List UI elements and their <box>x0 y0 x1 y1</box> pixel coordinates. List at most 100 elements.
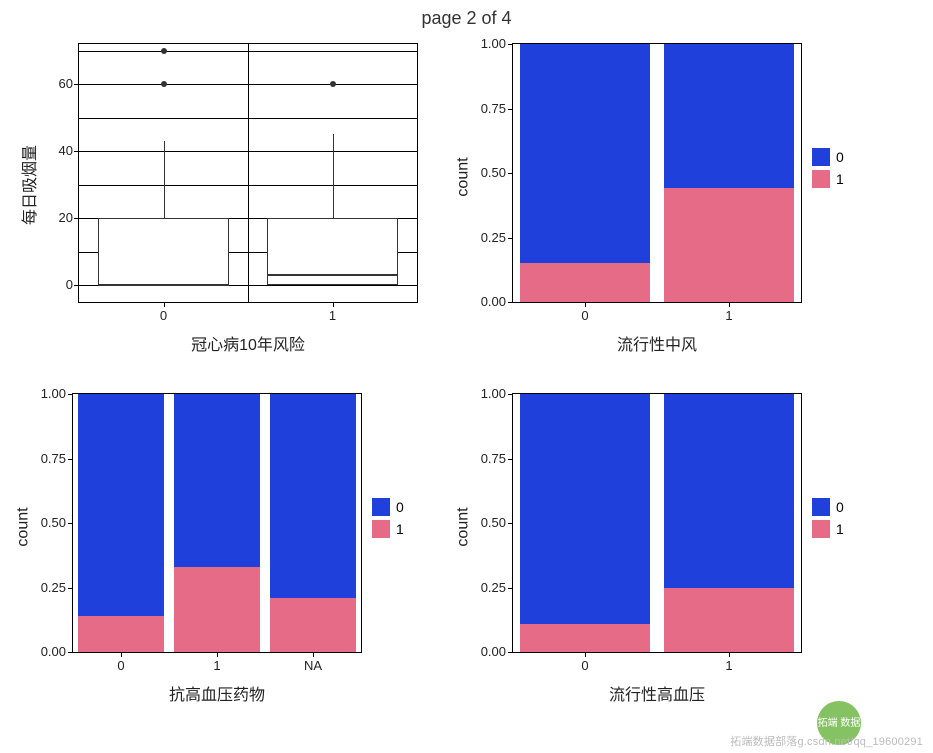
ytick-mark <box>508 588 513 589</box>
outlier-point <box>330 81 336 87</box>
ytick-label: 0 <box>45 277 73 292</box>
xtick-mark <box>333 302 334 307</box>
plot-frame-stroke: 0.000.250.500.751.0001 <box>512 43 802 303</box>
xlabel-bpmeds: 抗高血压药物 <box>72 681 362 705</box>
median-line <box>98 284 230 286</box>
legend-label: 1 <box>836 171 844 187</box>
xtick-label: 1 <box>213 658 220 673</box>
plot-frame-hyp: 0.000.250.500.751.0001 <box>512 393 802 653</box>
ytick-mark <box>508 109 513 110</box>
ytick-mark <box>508 173 513 174</box>
xtick-label: 1 <box>329 308 336 323</box>
ytick-label: 1.00 <box>468 386 506 401</box>
bar-seg-1 <box>270 598 356 652</box>
xtick-mark <box>121 652 122 657</box>
legend-item: 1 <box>372 520 404 538</box>
ytick-label: 1.00 <box>28 386 66 401</box>
ytick-mark <box>508 652 513 653</box>
legend-swatch <box>812 170 830 188</box>
bar-seg-0 <box>78 394 164 616</box>
xtick-label: 0 <box>581 308 588 323</box>
outlier-point <box>161 48 167 54</box>
xtick-label: NA <box>304 658 322 673</box>
ytick-label: 0.50 <box>468 165 506 180</box>
ytick-label: 0.00 <box>468 644 506 659</box>
bar-seg-0 <box>520 44 650 263</box>
legend-swatch <box>812 520 830 538</box>
legend-item: 0 <box>372 498 404 516</box>
legend-label: 1 <box>836 521 844 537</box>
ytick-mark <box>508 394 513 395</box>
ytick-label: 0.75 <box>468 451 506 466</box>
ytick-label: 0.00 <box>28 644 66 659</box>
ytick-label: 60 <box>45 76 73 91</box>
legend-item: 1 <box>812 170 844 188</box>
bar-seg-1 <box>664 188 794 302</box>
legend-label: 1 <box>396 521 404 537</box>
legend-item: 0 <box>812 498 844 516</box>
legend-swatch <box>812 498 830 516</box>
xtick-label: 0 <box>160 308 167 323</box>
xlabel-hyp: 流行性高血压 <box>512 681 802 705</box>
whisker-upper <box>333 134 334 218</box>
legend-item: 0 <box>812 148 844 166</box>
xtick-label: 0 <box>581 658 588 673</box>
ylabel-boxplot: 每日吸烟量 <box>16 145 40 225</box>
ytick-label: 20 <box>45 210 73 225</box>
outlier-point <box>161 81 167 87</box>
bar-seg-1 <box>664 588 794 653</box>
panel-hyp: count 0.000.250.500.751.0001 流行性高血压 01 <box>450 383 890 733</box>
xtick-mark <box>164 302 165 307</box>
legend-hyp: 01 <box>812 498 844 542</box>
legend-swatch <box>372 498 390 516</box>
ytick-label: 1.00 <box>468 36 506 51</box>
ytick-mark <box>68 394 73 395</box>
xlabel-stroke: 流行性中风 <box>512 331 802 355</box>
legend-label: 0 <box>396 499 404 515</box>
xtick-mark <box>217 652 218 657</box>
bar-seg-0 <box>270 394 356 598</box>
xtick-label: 1 <box>725 658 732 673</box>
ytick-label: 0.50 <box>468 515 506 530</box>
bar-seg-1 <box>520 263 650 302</box>
bar-seg-0 <box>664 394 794 588</box>
xtick-mark <box>729 302 730 307</box>
bar-seg-1 <box>78 616 164 652</box>
xtick-mark <box>585 652 586 657</box>
ytick-mark <box>68 652 73 653</box>
median-line <box>267 274 399 276</box>
xtick-label: 0 <box>117 658 124 673</box>
ytick-mark <box>508 238 513 239</box>
ytick-label: 0.25 <box>468 230 506 245</box>
ytick-mark <box>74 285 79 286</box>
ytick-label: 0.25 <box>28 580 66 595</box>
ytick-mark <box>68 459 73 460</box>
legend-label: 0 <box>836 499 844 515</box>
plot-frame-boxplot: 020406001 <box>78 43 418 303</box>
panel-bpmeds: count 0.000.250.500.751.0001NA 抗高血压药物 01 <box>10 383 450 733</box>
ytick-label: 0.00 <box>468 294 506 309</box>
gridline-v <box>248 44 249 302</box>
ytick-mark <box>74 151 79 152</box>
legend-item: 1 <box>812 520 844 538</box>
legend-stroke: 01 <box>812 148 844 192</box>
bar-seg-0 <box>520 394 650 624</box>
legend-bpmeds: 01 <box>372 498 404 542</box>
bar-seg-1 <box>174 567 260 652</box>
bar-seg-1 <box>520 624 650 652</box>
bar-seg-0 <box>664 44 794 188</box>
xtick-mark <box>313 652 314 657</box>
ytick-mark <box>68 588 73 589</box>
watermark-text: 拓端数据部落g.csdn.net/qq_19600291 <box>730 733 923 749</box>
ytick-mark <box>508 44 513 45</box>
ytick-mark <box>508 523 513 524</box>
bar-seg-0 <box>174 394 260 567</box>
page-title: page 2 of 4 <box>0 0 933 33</box>
ytick-label: 0.75 <box>468 101 506 116</box>
box-rect <box>98 218 230 285</box>
ytick-label: 0.75 <box>28 451 66 466</box>
xtick-mark <box>729 652 730 657</box>
plot-frame-bpmeds: 0.000.250.500.751.0001NA <box>72 393 362 653</box>
ytick-mark <box>508 302 513 303</box>
legend-swatch <box>372 520 390 538</box>
